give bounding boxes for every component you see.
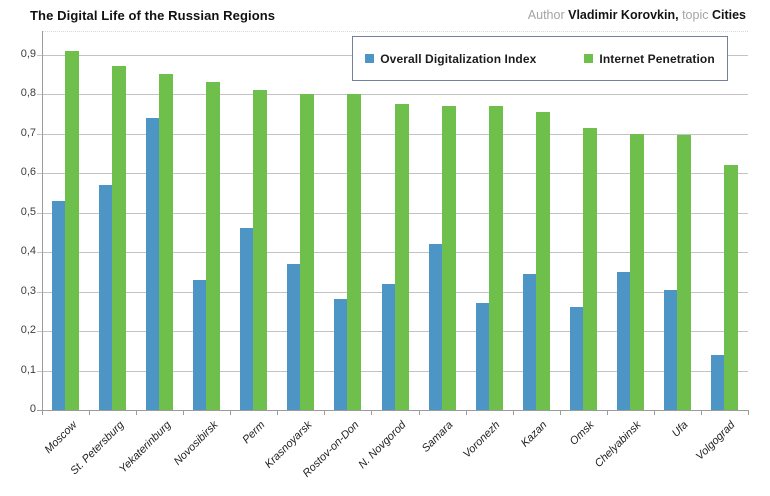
y-tick-label: 0,3 bbox=[20, 284, 36, 297]
x-axis-tick bbox=[653, 411, 655, 415]
y-tick-label: 0 bbox=[29, 403, 36, 415]
legend-label: Internet Penetration bbox=[599, 51, 715, 66]
bar-krasnoyarsk-overall-digitalization-index bbox=[287, 263, 301, 410]
y-tick-label: 0,9 bbox=[20, 47, 36, 60]
bar-st-petersburg-overall-digitalization-index bbox=[99, 184, 113, 410]
bar-volgograd-internet-penetration bbox=[723, 165, 738, 410]
legend-swatch-icon bbox=[365, 54, 375, 63]
legend: Overall Digitalization Index Internet Pen… bbox=[352, 36, 728, 81]
x-axis-tick bbox=[89, 411, 91, 415]
bar-moscow-overall-digitalization-index bbox=[52, 200, 66, 410]
x-axis-tick bbox=[700, 411, 702, 415]
legend-item-internet-penetration: Internet Penetration bbox=[584, 51, 715, 66]
author-name: Vladimir Korovkin, bbox=[568, 8, 679, 22]
legend-swatch-icon bbox=[584, 54, 594, 63]
bar-volgograd-overall-digitalization-index bbox=[710, 354, 724, 410]
author-label: Author bbox=[527, 8, 565, 22]
bar-ufa-internet-penetration bbox=[676, 135, 691, 410]
x-axis-tick bbox=[183, 411, 185, 415]
x-axis-tick bbox=[42, 411, 43, 415]
gridline-0-4 bbox=[37, 252, 748, 253]
gridline-0-8 bbox=[37, 94, 748, 95]
bar-n-novgorod-overall-digitalization-index bbox=[381, 283, 395, 410]
x-axis-tick bbox=[606, 411, 608, 415]
bar-ufa-overall-digitalization-index bbox=[663, 289, 677, 410]
bar-samara-internet-penetration bbox=[441, 105, 456, 410]
y-tick-label: 0,6 bbox=[20, 166, 36, 178]
bar-st-petersburg-internet-penetration bbox=[112, 66, 127, 410]
x-axis-tick bbox=[136, 411, 138, 415]
bar-voronezh-internet-penetration bbox=[488, 105, 503, 410]
bar-voronezh-overall-digitalization-index bbox=[475, 303, 489, 410]
y-tick-label: 0,5 bbox=[20, 205, 36, 218]
y-tick-label: 0,4 bbox=[20, 245, 36, 257]
bar-kazan-overall-digitalization-index bbox=[522, 273, 536, 410]
bar-rostov-on-don-overall-digitalization-index bbox=[334, 299, 348, 410]
bar-chelyabinsk-overall-digitalization-index bbox=[616, 271, 630, 410]
x-axis-tick bbox=[559, 411, 561, 415]
bar-krasnoyarsk-internet-penetration bbox=[300, 94, 315, 410]
bar-omsk-internet-penetration bbox=[582, 127, 597, 410]
bar-perm-overall-digitalization-index bbox=[240, 228, 254, 410]
x-axis-tick bbox=[748, 411, 749, 415]
y-tick-label: 0,1 bbox=[20, 363, 36, 376]
gridline-0-5 bbox=[37, 212, 748, 214]
x-axis-tick bbox=[230, 411, 232, 415]
topic-value: Cities bbox=[711, 8, 746, 22]
x-axis-tick bbox=[512, 411, 514, 415]
bar-samara-overall-digitalization-index bbox=[428, 244, 442, 410]
x-axis-line bbox=[37, 410, 749, 411]
bar-yekaterinburg-overall-digitalization-index bbox=[146, 117, 160, 410]
y-axis-line bbox=[42, 31, 43, 410]
legend-item-overall-digitalization-index: Overall Digitalization Index bbox=[365, 52, 536, 66]
x-axis-tick bbox=[324, 411, 326, 415]
gridline-0-7 bbox=[37, 133, 748, 135]
y-tick-label: 0,2 bbox=[20, 324, 36, 336]
bar-n-novgorod-internet-penetration bbox=[394, 103, 409, 410]
bar-chelyabinsk-internet-penetration bbox=[629, 133, 644, 410]
x-axis-tick bbox=[465, 411, 467, 415]
bar-perm-internet-penetration bbox=[253, 90, 268, 410]
bar-novosibirsk-internet-penetration bbox=[206, 82, 221, 410]
bar-yekaterinburg-internet-penetration bbox=[159, 74, 174, 410]
x-axis-tick bbox=[418, 411, 420, 415]
legend-label: Overall Digitalization Index bbox=[380, 51, 537, 66]
bar-rostov-on-don-internet-penetration bbox=[347, 94, 362, 410]
bar-kazan-internet-penetration bbox=[535, 111, 550, 410]
x-axis-tick bbox=[371, 411, 373, 415]
x-axis-tick bbox=[277, 411, 279, 415]
page-title: The Digital Life of the Russian Regions bbox=[30, 8, 276, 23]
topic-label: topic bbox=[682, 8, 709, 22]
bar-novosibirsk-overall-digitalization-index bbox=[193, 279, 207, 410]
y-tick-label: 0,8 bbox=[20, 87, 36, 99]
gridline-0-6 bbox=[37, 173, 748, 174]
y-tick-label: 0,7 bbox=[20, 126, 36, 139]
byline: Author Vladimir Korovkin, topic Cities bbox=[528, 8, 746, 22]
bar-omsk-overall-digitalization-index bbox=[569, 307, 583, 410]
bar-moscow-internet-penetration bbox=[65, 50, 80, 410]
